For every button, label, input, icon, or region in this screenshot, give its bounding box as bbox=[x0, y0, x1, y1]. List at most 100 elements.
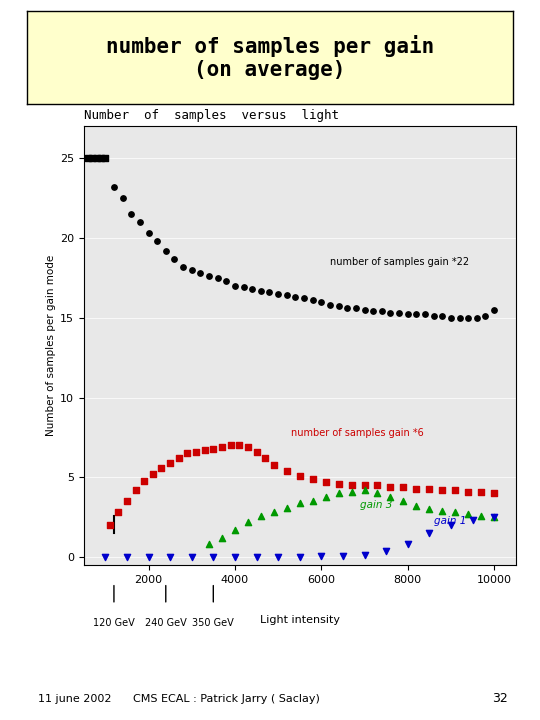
Point bbox=[157, 462, 166, 474]
Point bbox=[425, 528, 434, 539]
Point bbox=[140, 474, 149, 486]
Point bbox=[399, 495, 408, 507]
Point bbox=[403, 309, 412, 320]
Point bbox=[490, 487, 498, 499]
Point bbox=[131, 485, 140, 496]
Point bbox=[481, 310, 490, 322]
Point bbox=[282, 465, 291, 477]
Point bbox=[386, 307, 395, 319]
Point bbox=[347, 486, 356, 498]
Point bbox=[97, 152, 105, 163]
Text: number of samples gain *22: number of samples gain *22 bbox=[330, 257, 469, 267]
Point bbox=[451, 507, 460, 518]
Point bbox=[244, 516, 252, 528]
Point bbox=[377, 305, 386, 317]
Point bbox=[352, 302, 360, 314]
Point bbox=[101, 552, 110, 563]
Point bbox=[321, 477, 330, 488]
Point bbox=[472, 312, 481, 323]
Point bbox=[343, 302, 352, 314]
Point bbox=[105, 520, 114, 531]
Point bbox=[490, 511, 498, 523]
Text: 120 GeV: 120 GeV bbox=[93, 618, 135, 628]
Point bbox=[114, 507, 123, 518]
Text: gain 3: gain 3 bbox=[360, 500, 393, 510]
Text: 32: 32 bbox=[492, 692, 508, 705]
Point bbox=[144, 228, 153, 239]
Point bbox=[239, 282, 248, 293]
Point bbox=[347, 480, 356, 491]
Point bbox=[174, 452, 183, 464]
Point bbox=[187, 552, 196, 563]
Point bbox=[123, 495, 131, 507]
Point bbox=[382, 545, 390, 557]
Point bbox=[321, 491, 330, 503]
Y-axis label: Number of samples per gain mode: Number of samples per gain mode bbox=[46, 255, 56, 436]
Point bbox=[226, 440, 235, 451]
Point bbox=[490, 511, 498, 523]
Point bbox=[166, 457, 174, 469]
Point bbox=[464, 508, 472, 520]
Point bbox=[317, 296, 326, 307]
Text: number of samples gain *6: number of samples gain *6 bbox=[291, 428, 424, 438]
Point bbox=[360, 480, 369, 491]
Point bbox=[161, 245, 170, 256]
Point bbox=[438, 505, 447, 517]
Point bbox=[308, 495, 317, 507]
Point bbox=[490, 304, 498, 315]
Point bbox=[403, 539, 412, 550]
Point bbox=[269, 507, 278, 518]
Point bbox=[326, 299, 334, 310]
Point bbox=[455, 312, 464, 323]
Text: number of samples per gain
(on average): number of samples per gain (on average) bbox=[106, 35, 434, 80]
Text: Number  of  samples  versus  light: Number of samples versus light bbox=[84, 109, 339, 122]
Point bbox=[360, 304, 369, 315]
Point bbox=[369, 305, 377, 317]
Point bbox=[261, 452, 269, 464]
Point bbox=[213, 272, 222, 284]
Point bbox=[373, 487, 382, 499]
Point bbox=[252, 446, 261, 458]
Point bbox=[153, 235, 161, 247]
Point bbox=[274, 552, 282, 563]
Point bbox=[209, 552, 218, 563]
Point bbox=[282, 289, 291, 301]
Point bbox=[334, 478, 343, 490]
Point bbox=[118, 192, 127, 204]
Point bbox=[166, 552, 174, 563]
Point bbox=[256, 284, 265, 296]
Point bbox=[291, 291, 300, 302]
Point bbox=[464, 312, 472, 323]
Point bbox=[447, 520, 455, 531]
Point bbox=[101, 152, 110, 163]
Text: 350 GeV: 350 GeV bbox=[192, 618, 234, 628]
Text: 11 june 2002: 11 june 2002 bbox=[38, 694, 111, 704]
Point bbox=[183, 448, 192, 459]
Point bbox=[274, 288, 282, 300]
Point bbox=[339, 550, 347, 562]
Point bbox=[123, 552, 131, 563]
Point bbox=[468, 515, 477, 526]
Point bbox=[231, 552, 239, 563]
Point bbox=[438, 310, 447, 322]
Point bbox=[295, 470, 304, 482]
Point bbox=[192, 446, 200, 458]
Point bbox=[110, 181, 118, 192]
Point bbox=[231, 524, 239, 536]
Point bbox=[269, 459, 278, 470]
Point bbox=[179, 261, 187, 272]
Point bbox=[334, 487, 343, 499]
Point bbox=[317, 551, 326, 562]
Point bbox=[360, 485, 369, 496]
Point bbox=[412, 309, 421, 320]
Point bbox=[209, 443, 218, 454]
Point bbox=[300, 293, 308, 305]
Point bbox=[412, 483, 421, 495]
Point bbox=[334, 301, 343, 312]
Point bbox=[477, 486, 485, 498]
Text: CMS ECAL : Patrick Jarry ( Saclay): CMS ECAL : Patrick Jarry ( Saclay) bbox=[133, 694, 320, 704]
Point bbox=[412, 500, 421, 512]
Point bbox=[136, 216, 144, 228]
Point bbox=[187, 264, 196, 276]
Point bbox=[170, 253, 179, 264]
